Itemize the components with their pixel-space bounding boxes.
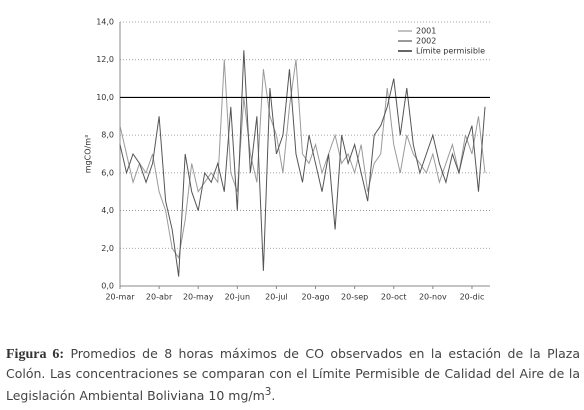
x-tick-label: 20-dic [460, 293, 485, 302]
chart: mgCO/m³ 0,0 2,0 4,0 6,0 8,0 10,0 12,0 14,0 20-ma… [84, 18, 490, 302]
y-tick-label: 0,0 [101, 282, 114, 291]
x-tick-label: 20-sep [341, 293, 368, 302]
caption: Figura 6: Promedios de 8 horas máximos d… [6, 344, 580, 405]
series-line [119, 59, 486, 260]
y-tick-label: 14,0 [96, 18, 114, 27]
legend-label: 2002 [416, 37, 436, 46]
series-line [119, 50, 486, 277]
x-tick-label: 20-abr [146, 293, 173, 302]
x-tick-label: 20-mar [105, 293, 135, 302]
x-tick-label: 20-jul [265, 293, 288, 302]
y-tick-label: 6,0 [101, 168, 114, 177]
legend-label: 2001 [416, 27, 436, 36]
y-tick-label: 12,0 [96, 55, 114, 64]
caption-sup: 3 [264, 386, 272, 398]
x-tick-label: 20-may [183, 293, 214, 302]
caption-text: Promedios de 8 horas máximos de CO obser… [6, 346, 580, 404]
x-tick-label: 20-nov [419, 293, 447, 302]
caption-label: Figura 6: [6, 347, 65, 362]
y-tick-label: 2,0 [101, 244, 114, 253]
y-axis-label: mgCO/m³ [84, 135, 93, 173]
x-tick-label: 20-jun [225, 293, 250, 302]
legend-label: Límite permisible [416, 47, 485, 56]
y-tick-label: 10,0 [96, 93, 114, 102]
x-tick-label: 20-oct [381, 293, 407, 302]
y-tick-label: 4,0 [101, 206, 114, 215]
x-tick-label: 20-ago [302, 293, 330, 302]
caption-end: . [271, 388, 276, 404]
y-tick-label: 8,0 [101, 131, 114, 140]
